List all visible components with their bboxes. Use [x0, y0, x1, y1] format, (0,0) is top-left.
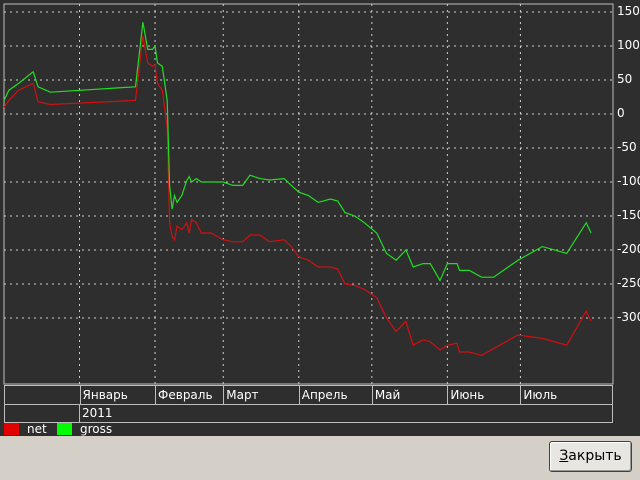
x-axis-month-row: Январь Февраль Март Апрель Май Июнь Июль: [4, 385, 613, 405]
plot-frame: [3, 3, 614, 385]
y-tick-label: -200: [617, 242, 640, 256]
y-tick-label: 0: [617, 106, 625, 120]
y-tick-label: 100: [617, 38, 640, 52]
x-tick-label: Май: [371, 386, 400, 404]
close-button-mnemonic: З: [559, 448, 569, 464]
x-tick-label: Март: [223, 386, 259, 404]
x-tick-label: Июнь: [447, 386, 484, 404]
legend-net-swatch: [4, 423, 19, 435]
y-tick-label: -150: [617, 208, 640, 222]
legend-gross-swatch: [57, 423, 72, 435]
x-tick-label: Январь: [79, 386, 128, 404]
legend-net-label: net: [27, 422, 47, 436]
x-tick-label: Апрель: [298, 386, 348, 404]
series-line-gross: [3, 22, 592, 282]
year-label: 2011: [79, 404, 113, 422]
y-tick-label: -300: [617, 310, 640, 324]
line-chart: [3, 3, 614, 385]
y-tick-label: -250: [617, 276, 640, 290]
series-line-net: [3, 35, 592, 357]
x-tick-label: Февраль: [155, 386, 213, 404]
close-button[interactable]: Закрыть: [549, 441, 632, 472]
x-axis-year-row: 2011: [4, 404, 613, 423]
close-button-label-rest: акрыть: [568, 448, 622, 464]
y-tick-label: 150: [617, 4, 640, 18]
y-tick-label: -50: [617, 140, 637, 154]
chart-panel: 150 100 50 0 -50 -100 -150 -200 -250 -300 Январь Ф…: [0, 0, 640, 436]
legend-gross-label: gross: [80, 422, 113, 436]
x-tick-label: Июль: [520, 386, 557, 404]
y-tick-label: 50: [617, 72, 633, 86]
y-tick-label: -100: [617, 174, 640, 188]
